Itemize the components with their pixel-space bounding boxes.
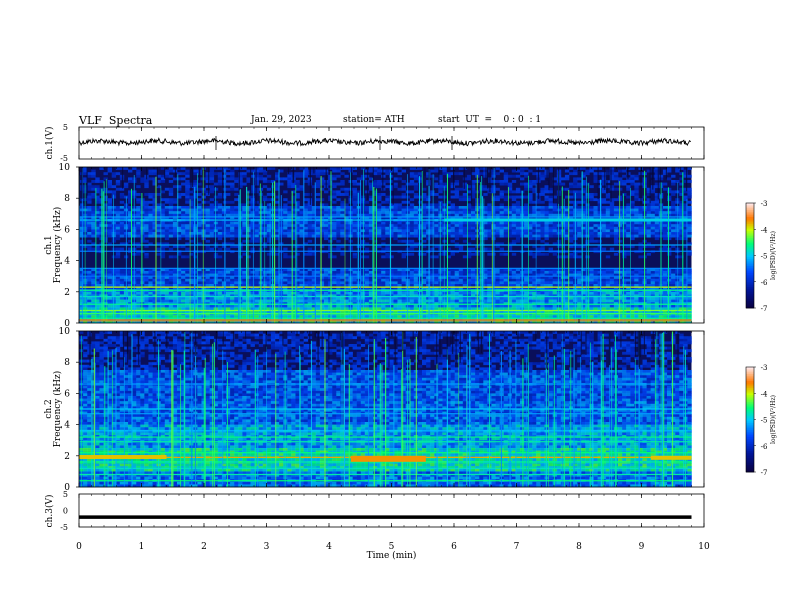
ch1-colorbar-tick-neg5: -5: [761, 253, 768, 261]
ch1-ytick-2: 2: [64, 288, 70, 298]
ch1-waveform-line: [78, 137, 692, 147]
chart-title: VLF Spectra: [79, 114, 153, 127]
xtick-0: 0: [76, 542, 82, 552]
xtick-3: 3: [264, 542, 270, 552]
ch2-colorbar-label: log(PSD)(V²/Hz): [770, 395, 777, 444]
ch1-ytick-0: 0: [64, 319, 70, 329]
xtick-2: 2: [201, 542, 207, 552]
ch1-ylabel: ch.1(V): [44, 127, 55, 160]
ch2-ytick-6: 6: [64, 389, 70, 399]
ch2-colorbar: [746, 367, 754, 473]
ch3-frame: [78, 493, 705, 528]
ch1-colorbar-label: log(PSD)(V²/Hz): [770, 231, 777, 280]
ch1-channel-label: ch.1: [44, 235, 54, 254]
ch1-ytick-5: 5: [63, 123, 68, 132]
ch3-ylabel: ch.3(V): [44, 495, 55, 528]
xtick-4: 4: [326, 542, 332, 552]
station-label: station= ATH: [343, 115, 405, 125]
ch3-ytick-neg5: -5: [60, 523, 68, 532]
ch1-colorbar-tick-neg3: -3: [761, 200, 768, 208]
start-time-label: start UT = 0 : 0 : 1: [438, 115, 542, 125]
ch2-ytick-2: 2: [64, 452, 70, 462]
ch1-ylabel: Frequency (kHz): [52, 207, 63, 284]
ch1-ytick-6: 6: [64, 225, 70, 235]
xtick-10: 10: [698, 542, 710, 552]
xtick-9: 9: [639, 542, 645, 552]
ch1-colorbar: [746, 203, 754, 309]
ch2-spectrogram-image: [79, 331, 692, 488]
ch1-ytick-4: 4: [64, 257, 70, 267]
xtick-5: 5: [389, 542, 395, 552]
ch1-colorbar-tick-neg4: -4: [761, 226, 768, 234]
ch2-channel-label: ch.2: [44, 399, 54, 418]
ch3-ytick-0: 0: [63, 507, 68, 516]
x-axis-label: Time (min): [367, 550, 417, 561]
ch1-ytick-neg5: -5: [60, 154, 68, 163]
ch1-colorbar-tick-neg7: -7: [761, 305, 768, 313]
ch2-colorbar-tick-neg4: -4: [761, 390, 768, 398]
ch1-ytick-10: 10: [59, 163, 71, 173]
xtick-1: 1: [139, 542, 145, 552]
ch3-ytick-5: 5: [63, 490, 68, 499]
ch2-ytick-8: 8: [64, 358, 70, 368]
date-label: Jan. 29, 2023: [251, 115, 312, 125]
ch1-colorbar-tick-neg6: -6: [761, 279, 768, 287]
ch2-ytick-0: 0: [64, 483, 70, 493]
ch2-ytick-10: 10: [59, 327, 71, 337]
xtick-8: 8: [576, 542, 582, 552]
ch2-ylabel: Frequency (kHz): [52, 371, 63, 448]
ch2-colorbar-tick-neg7: -7: [761, 469, 768, 477]
xtick-7: 7: [514, 542, 520, 552]
ch2-ytick-4: 4: [64, 421, 70, 431]
ch2-colorbar-tick-neg6: -6: [761, 443, 768, 451]
ch1-spectrogram-image: [78, 167, 692, 324]
ch2-colorbar-tick-neg5: -5: [761, 417, 768, 425]
ch2-colorbar-tick-neg3: -3: [761, 364, 768, 372]
xtick-6: 6: [451, 542, 457, 552]
ch1-ytick-8: 8: [64, 194, 70, 204]
